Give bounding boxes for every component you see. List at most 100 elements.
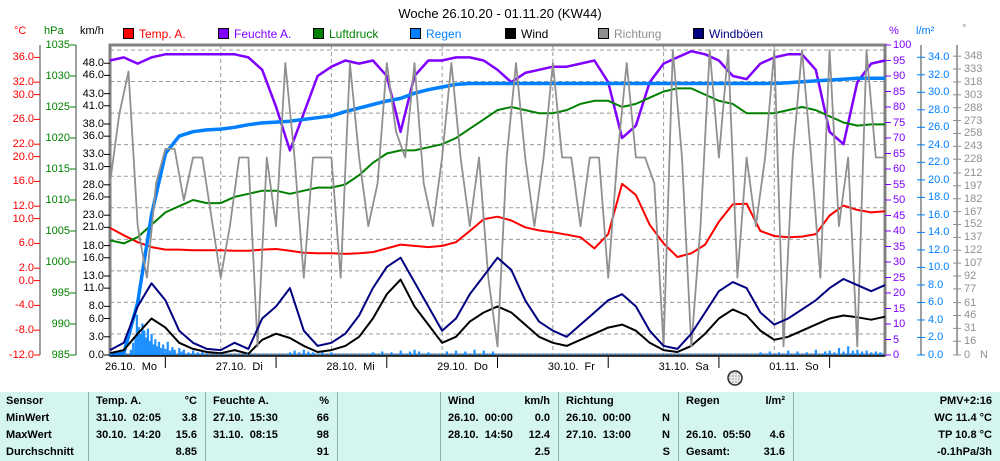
- tick-label-deg: 197: [964, 179, 983, 192]
- rain-bar: [156, 346, 159, 355]
- tick-label-lm2: 10.0: [928, 261, 950, 274]
- tick-label-lm2: 0.0: [928, 349, 944, 361]
- rain-bar: [178, 347, 181, 355]
- rain-bar: [418, 351, 421, 355]
- tick-label-lm2: 32.0: [928, 68, 950, 81]
- tick-label-percent: 45: [893, 209, 906, 222]
- table-cell-humidity: Feuchte A.: [213, 395, 269, 407]
- table-cell-rain: Gesamt:: [686, 446, 731, 458]
- tick-label-deg: 122: [964, 244, 983, 257]
- legend-swatch-icon: [313, 28, 324, 39]
- table-cell-temp: °C: [184, 395, 197, 407]
- table-cell-direction: N: [662, 412, 670, 424]
- rain-bar: [137, 326, 140, 355]
- tick-label-celsius: 12.0: [12, 200, 34, 213]
- tick-label-deg: 0: [964, 349, 971, 361]
- tick-label-lm2: 12.0: [928, 243, 950, 256]
- legend-swatch-icon: [598, 28, 609, 39]
- tick-label-percent: 30: [893, 256, 906, 268]
- table-row-label: MaxWert: [6, 429, 52, 441]
- tick-label-deg: 16: [964, 335, 977, 348]
- tick-label-kmh: 6.0: [88, 312, 104, 325]
- rain-bar: [139, 333, 142, 355]
- tick-label-percent: 0: [893, 349, 900, 361]
- rain-bar: [152, 344, 155, 355]
- rain-bar: [192, 350, 195, 355]
- rain-bar: [302, 349, 305, 355]
- rain-bar: [196, 352, 199, 355]
- table-cell-summary: PMV+2:16: [939, 395, 992, 407]
- table-cell-humidity: 31.10. 08:15: [213, 429, 278, 441]
- rain-bar: [464, 351, 467, 355]
- tick-label-lm2: 18.0: [928, 191, 950, 204]
- tick-label-percent: 80: [893, 101, 906, 113]
- legend-label: Richtung: [614, 27, 662, 41]
- table-cell-rain: 4.6: [769, 429, 785, 441]
- tick-label-kmh: 16.0: [82, 251, 104, 264]
- rain-bar: [482, 350, 485, 355]
- tick-label-deg: 137: [964, 231, 983, 244]
- rain-bar: [860, 351, 864, 355]
- table-cell-temp: Temp. A.: [96, 395, 142, 407]
- tick-label-deg: 152: [964, 218, 983, 231]
- table-separator: [205, 392, 206, 461]
- rain-bar: [171, 347, 174, 355]
- rain-bar: [408, 351, 412, 355]
- tick-label-lm2: 6.0: [928, 296, 944, 309]
- rain-bar: [842, 351, 845, 355]
- legend-swatch-icon: [693, 28, 704, 39]
- tick-label-celsius: 16.0: [12, 175, 34, 188]
- tick-label-kmh: 43.0: [82, 87, 104, 100]
- table-cell-wind: 26.10. 00:00: [448, 412, 513, 424]
- axis-header-kmh: km/h: [80, 25, 104, 37]
- tick-label-deg: 228: [964, 153, 983, 166]
- rain-bar: [164, 348, 167, 355]
- table-cell-humidity: 27.10. 15:30: [213, 412, 278, 424]
- table-cell-direction: N: [662, 429, 670, 441]
- tick-label-celsius: -12.0: [8, 349, 34, 361]
- tick-label-hpa: 990: [51, 318, 70, 330]
- tick-label-celsius: 0.0: [18, 274, 34, 287]
- day-label: 26.10. Mo: [105, 361, 157, 373]
- tick-label-hpa: 1030: [45, 70, 70, 82]
- tick-label-kmh: 21.0: [82, 221, 104, 234]
- rain-bar: [162, 344, 165, 355]
- rain-bar: [132, 342, 135, 355]
- tick-label-lm2: 22.0: [928, 156, 950, 169]
- tick-label-kmh: 26.0: [82, 190, 104, 203]
- tick-label-lm2: 20.0: [928, 173, 950, 186]
- table-row-label: Durchschnitt: [6, 446, 74, 458]
- table-cell-temp: 15.6: [175, 429, 197, 441]
- tick-label-kmh: 11.0: [83, 282, 104, 295]
- tick-label-celsius: 2.0: [18, 262, 34, 275]
- rain-bar: [166, 341, 169, 355]
- tick-label-deg: 92: [964, 269, 977, 282]
- legend-label: Temp. A.: [139, 27, 186, 41]
- table-cell-wind: 28.10. 14:50: [448, 429, 513, 441]
- rain-bar: [413, 349, 416, 355]
- rain-bar: [814, 349, 818, 355]
- rain-bar: [371, 352, 375, 355]
- tick-label-celsius: 36.0: [12, 51, 34, 64]
- table-cell-direction: 27.10. 13:00: [566, 429, 631, 441]
- tick-label-percent: 15: [893, 302, 906, 315]
- tick-label-celsius: 10.0: [12, 212, 34, 225]
- legend-swatch-icon: [505, 28, 516, 39]
- tick-label-lm2: 34.0: [928, 51, 950, 64]
- tick-label-deg: 31: [964, 322, 977, 335]
- rain-bar: [837, 347, 841, 355]
- rain-bar: [154, 339, 157, 355]
- tick-label-celsius: 22.0: [12, 138, 34, 151]
- rain-bar: [134, 335, 137, 355]
- table-cell-wind: Wind: [448, 395, 475, 407]
- table-cell-wind: 0.0: [534, 412, 550, 424]
- tick-label-hpa: 1015: [45, 163, 70, 175]
- series-richtung: [109, 49, 885, 348]
- tick-label-kmh: 23.0: [82, 209, 104, 222]
- table-cell-temp: 3.8: [181, 412, 197, 424]
- table-separator: [337, 392, 338, 461]
- tick-label-percent: 65: [893, 147, 906, 160]
- rain-bar: [445, 351, 448, 355]
- table-cell-temp: 8.85: [175, 446, 197, 458]
- tick-label-lm2: 28.0: [928, 103, 950, 116]
